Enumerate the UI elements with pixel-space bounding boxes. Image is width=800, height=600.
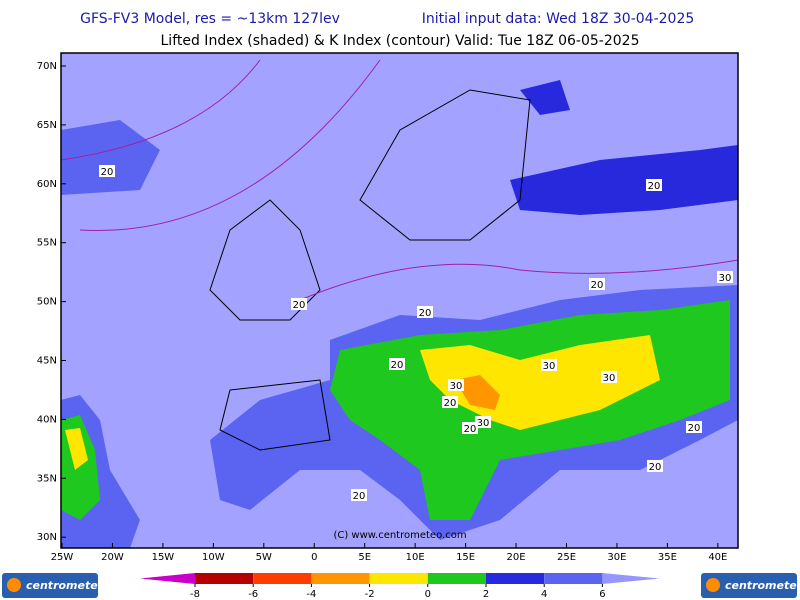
contour-label-bg: [601, 371, 617, 383]
contour-label: 20: [591, 280, 604, 291]
title: GFS-FV3 Model, res = ~13km 127lev: [80, 11, 340, 27]
shade: [455, 375, 500, 410]
shade: [510, 80, 738, 215]
shade: [65, 428, 88, 470]
contour-label-bg: [717, 271, 733, 283]
contour-label: 30: [477, 418, 490, 429]
colorbar-segment: [311, 573, 370, 584]
contour-label: 20: [293, 300, 306, 311]
init-time: Initial input data: Wed 18Z 30-04-2025: [422, 11, 695, 27]
colorbar-segment: [427, 573, 486, 584]
contour: [60, 59, 739, 301]
contour-label: 20: [353, 491, 366, 502]
contour-label: 20: [391, 360, 404, 371]
contour-label-bg: [646, 179, 662, 191]
logo-box: [701, 573, 797, 598]
colorbar-segment: [253, 573, 312, 584]
contour-label: 20: [648, 181, 661, 192]
lat-label: 55N: [37, 238, 57, 249]
colorbar-segment: [486, 573, 545, 584]
colorbar-arrow: [140, 573, 195, 584]
lon-label: 5E: [358, 552, 371, 563]
lat-label: 60N: [37, 179, 57, 190]
lat-label: 30N: [37, 532, 57, 543]
map-area: (C) www.centrometeo.com: [60, 52, 739, 549]
subtitle: Lifted Index (shaded) & K Index (contour…: [161, 33, 640, 49]
lon-label: 35E: [658, 552, 677, 563]
shade: [61, 120, 160, 195]
lat-label: 50N: [37, 297, 57, 308]
lat-label: 35N: [37, 473, 57, 484]
lat-label: 70N: [37, 61, 57, 72]
coastline: [209, 89, 531, 451]
contour-label: 30: [450, 381, 463, 392]
lon-label: 40E: [708, 552, 727, 563]
colorbar-label: 2: [483, 589, 489, 600]
logo-text: centrometeo: [26, 579, 106, 592]
colorbar-segment: [195, 573, 254, 584]
lon-label: 25W: [51, 552, 74, 563]
colorbar-label: -6: [248, 589, 258, 600]
lon-label: 5W: [256, 552, 272, 563]
colorbar-label: -8: [190, 589, 200, 600]
lat-label: 40N: [37, 414, 57, 425]
lon-label: 10E: [406, 552, 425, 563]
lat-label: 65N: [37, 120, 57, 131]
lon-label: 20W: [101, 552, 124, 563]
contour-label: 20: [101, 167, 114, 178]
credit: (C) www.centrometeo.com: [333, 530, 466, 541]
map-frame: [60, 52, 739, 549]
lon-label: 25E: [557, 552, 576, 563]
lon-label: 15W: [152, 552, 175, 563]
contour-label: 20: [649, 462, 662, 473]
colorbar-label: 0: [425, 589, 431, 600]
lon-label: 0: [311, 552, 317, 563]
colorbar-segment: [544, 573, 603, 584]
lat-label: 45N: [37, 356, 57, 367]
colorbar-segment: [369, 573, 428, 584]
contour-label: 20: [464, 424, 477, 435]
colorbar-label: -4: [306, 589, 316, 600]
contour-label-bg: [417, 306, 433, 318]
contour-label-bg: [541, 359, 557, 371]
contour-label-bg: [99, 165, 115, 177]
lon-label: 10W: [202, 552, 225, 563]
lon-label: 20E: [507, 552, 526, 563]
colorbar-label: -2: [365, 589, 375, 600]
colorbar-arrow: [602, 573, 660, 584]
contour-label: 20: [444, 398, 457, 409]
lon-label: 30E: [607, 552, 626, 563]
contour-label-bg: [462, 422, 478, 434]
colorbar-label: 4: [541, 589, 547, 600]
contour-label: 30: [603, 373, 616, 384]
contour-label-bg: [442, 396, 458, 408]
logo-text: centrometeo: [725, 579, 800, 592]
logo-icon: [706, 578, 720, 592]
logo-icon: [7, 578, 21, 592]
contour-label-bg: [686, 421, 702, 433]
logo-left: centrometeo: [2, 573, 106, 598]
contour-label-bg: [389, 358, 405, 370]
contour-label-bg: [448, 379, 464, 391]
contour-label-bg: [475, 416, 491, 428]
contour-label: 30: [543, 361, 556, 372]
contour-label: 30: [719, 273, 732, 284]
contour-label-bg: [291, 298, 307, 310]
logo-right: centrometeo: [701, 573, 800, 598]
colorbar-label: 6: [599, 589, 605, 600]
lon-label: 15E: [456, 552, 475, 563]
contour-label-bg: [589, 278, 605, 290]
logo-box: [2, 573, 98, 598]
contour-label-bg: [351, 489, 367, 501]
contour-label: 20: [688, 423, 701, 434]
contour-label-bg: [647, 460, 663, 472]
contour-label: 20: [419, 308, 432, 319]
